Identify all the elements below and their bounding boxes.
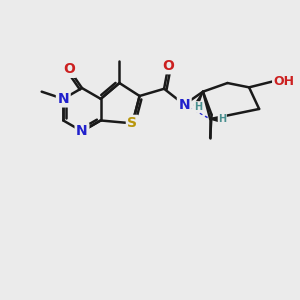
Text: N: N [58, 92, 69, 106]
Polygon shape [194, 92, 203, 107]
Text: O: O [163, 59, 174, 73]
Text: S: S [128, 116, 137, 130]
Text: H: H [218, 114, 226, 124]
Text: O: O [63, 62, 75, 76]
Text: N: N [76, 124, 88, 138]
Text: H: H [194, 102, 202, 112]
Text: N: N [178, 98, 190, 112]
Text: OH: OH [274, 75, 295, 88]
Polygon shape [210, 118, 222, 122]
